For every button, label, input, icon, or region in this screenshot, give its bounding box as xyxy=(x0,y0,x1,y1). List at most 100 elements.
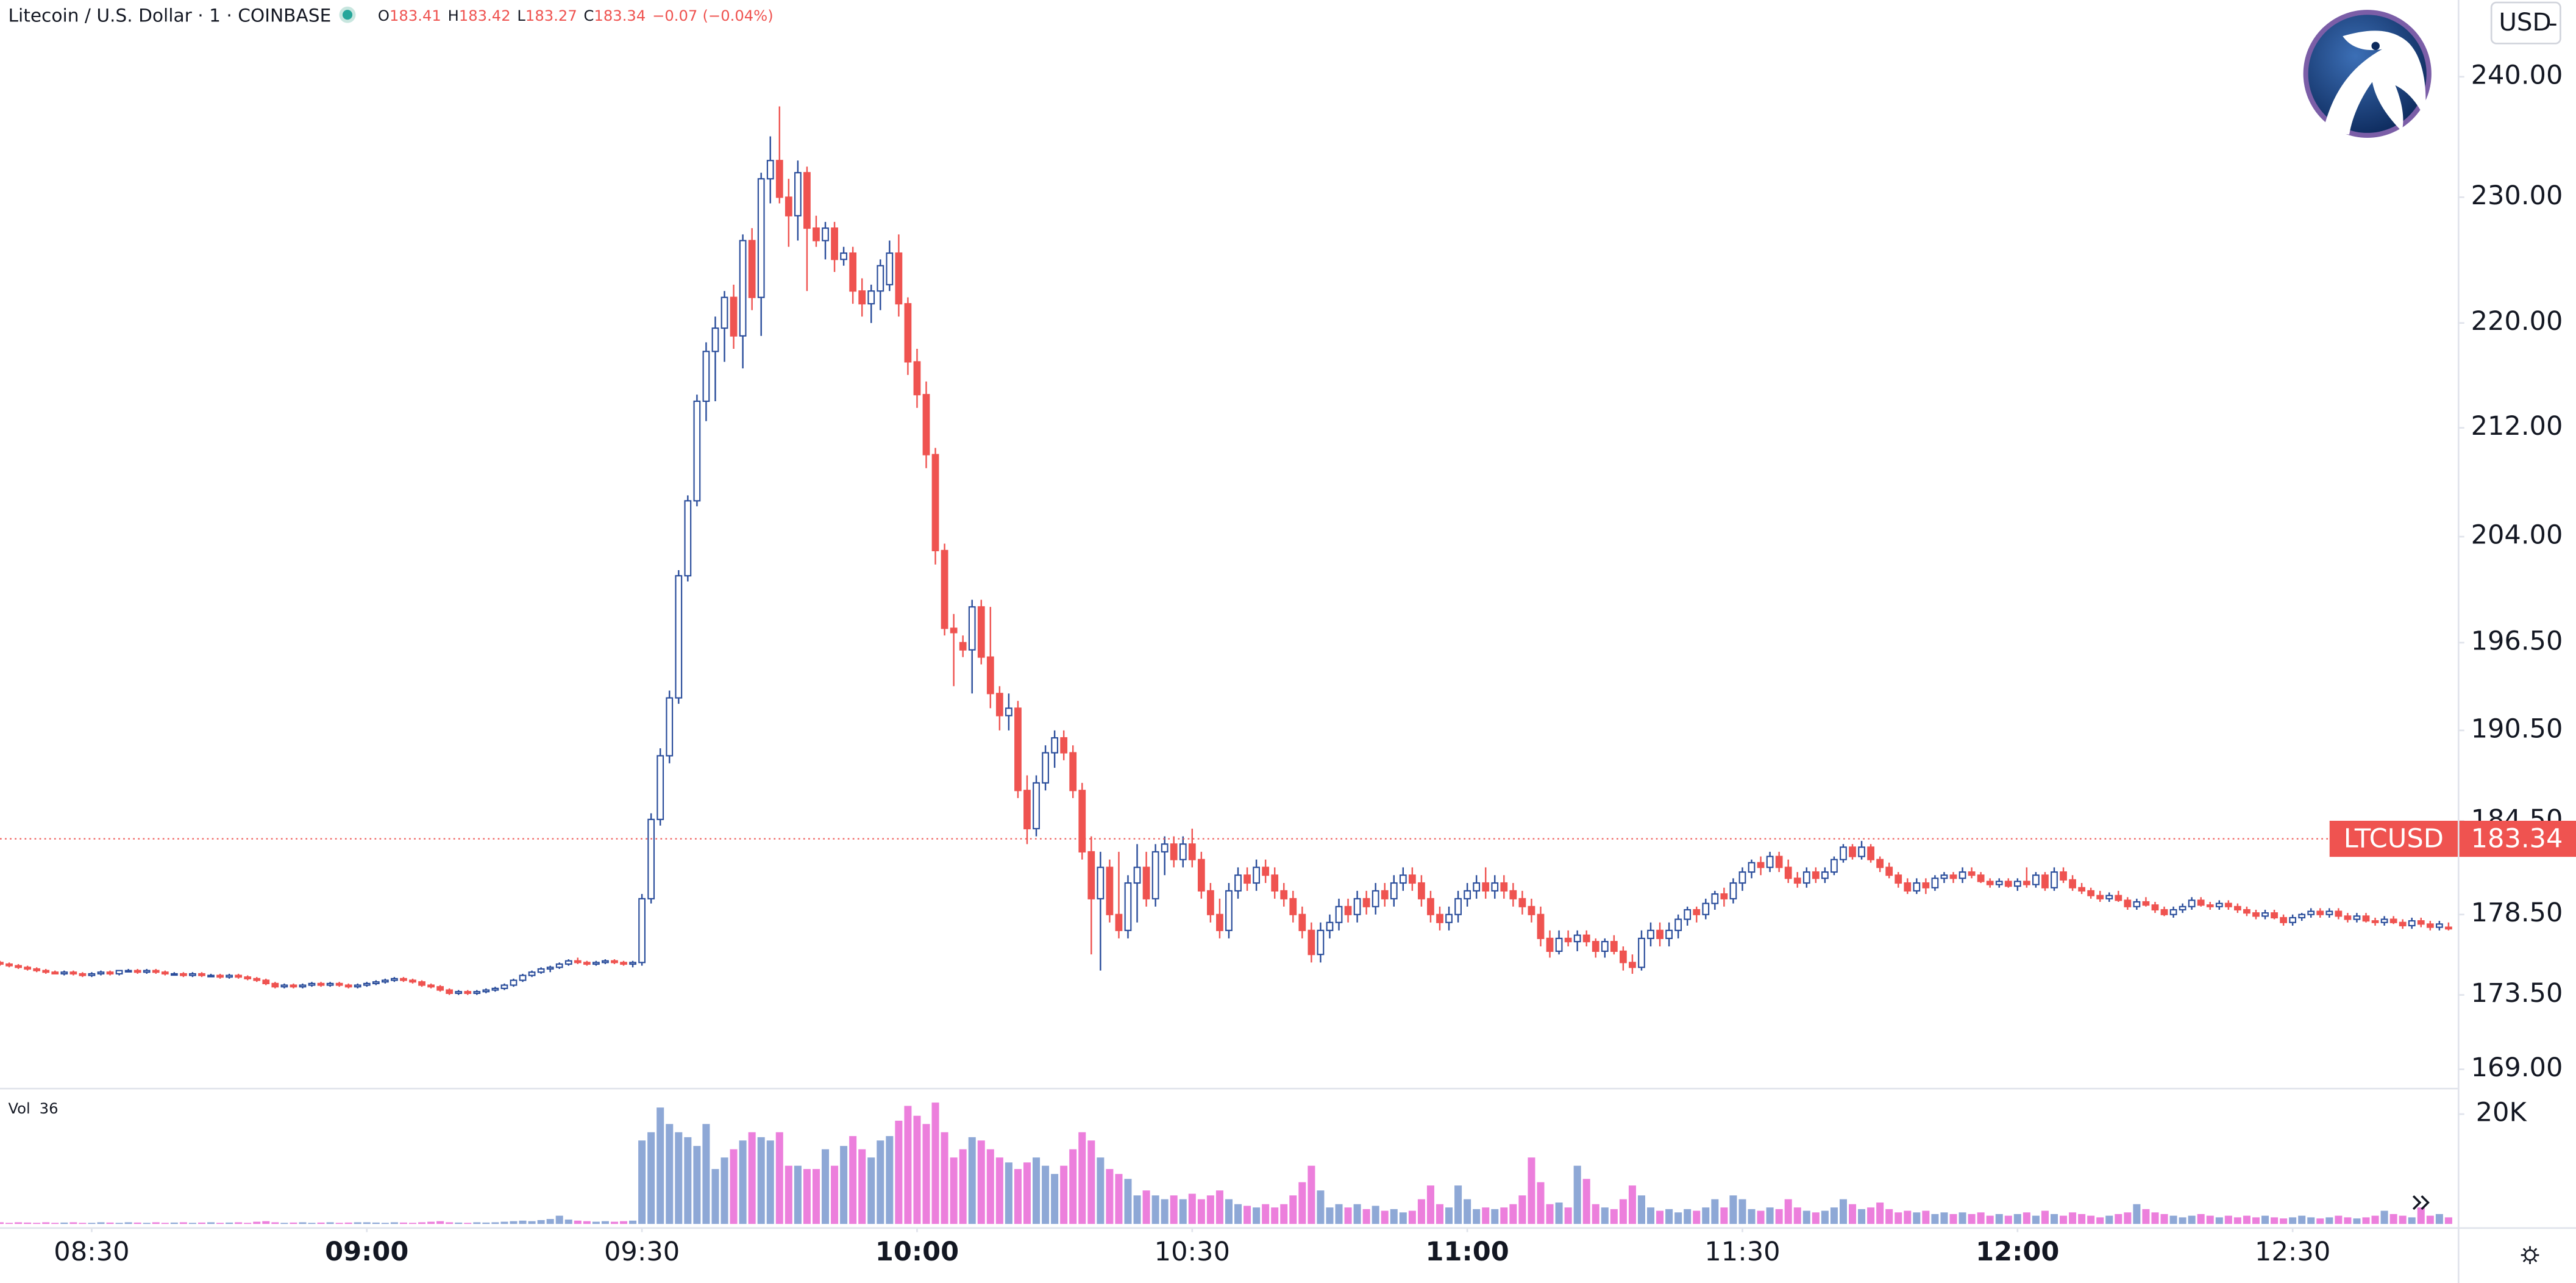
candle-body xyxy=(326,982,334,986)
candle-body xyxy=(51,971,59,975)
volume-bar xyxy=(2004,1215,2012,1224)
volume-bar xyxy=(1170,1195,1178,1224)
settings-button[interactable] xyxy=(2521,1246,2539,1265)
volume-bar xyxy=(748,1132,756,1224)
volume-tick-label: 20K xyxy=(2476,1098,2528,1128)
candle-body xyxy=(950,627,958,634)
candle-body xyxy=(2004,881,2012,887)
candle-body xyxy=(2243,909,2250,914)
volume-bar xyxy=(1766,1207,1774,1224)
candle-body xyxy=(1317,929,1325,956)
volume-bar xyxy=(1161,1199,1169,1224)
candle-body xyxy=(757,178,765,298)
candle-body xyxy=(877,265,884,292)
volume-bar xyxy=(931,1103,939,1224)
volume-bar xyxy=(24,1222,32,1224)
volume-bar xyxy=(666,1124,674,1224)
volume-bar xyxy=(2179,1217,2186,1224)
currency-label[interactable]: USD xyxy=(2499,8,2551,37)
volume-bar xyxy=(1179,1199,1187,1224)
volume-bar xyxy=(620,1221,628,1224)
scroll-button[interactable] xyxy=(2412,1195,2430,1210)
volume-bar xyxy=(867,1157,875,1224)
candle-body xyxy=(1858,846,1865,857)
volume-bar xyxy=(2280,1218,2288,1224)
candle-body xyxy=(317,982,325,986)
currency-button[interactable]: USD xyxy=(2490,1,2561,45)
volume-bar xyxy=(436,1221,444,1224)
volume-bar xyxy=(2344,1217,2352,1224)
candle-body xyxy=(739,240,747,337)
candle-body xyxy=(602,960,609,963)
volume-bar xyxy=(1582,1179,1590,1224)
candle-body xyxy=(482,989,490,993)
volume-bar xyxy=(1619,1199,1627,1224)
y-tick-label: 190.50 xyxy=(2471,713,2563,744)
candle-body xyxy=(2316,910,2324,915)
candle-body xyxy=(161,971,169,975)
volume-bar xyxy=(1720,1207,1728,1224)
candle-body xyxy=(1959,871,1966,879)
volume-bar xyxy=(1317,1190,1325,1224)
scroll-chevrons[interactable] xyxy=(2412,1195,2430,1210)
candle-body xyxy=(840,252,847,260)
x-tick-label: 12:00 xyxy=(1976,1237,2059,1267)
volume-bar xyxy=(2023,1212,2030,1224)
candle-body xyxy=(1720,893,1728,899)
candle-body xyxy=(400,977,407,981)
volume-bar xyxy=(372,1222,380,1224)
volume-bar xyxy=(1197,1199,1205,1224)
candle-body xyxy=(97,971,105,975)
volume-bar xyxy=(2417,1207,2425,1224)
candle-body xyxy=(1555,937,1563,952)
candle-body xyxy=(2069,879,2076,888)
candle-body xyxy=(24,967,32,970)
volume-bar xyxy=(1225,1199,1233,1224)
legend-key: L xyxy=(517,7,525,24)
volume-bar xyxy=(766,1140,774,1224)
candle-body xyxy=(1106,867,1114,915)
volume-bar xyxy=(1362,1209,1370,1224)
volume-bar xyxy=(1426,1185,1434,1224)
candle-body xyxy=(1151,851,1159,899)
candle-body xyxy=(2179,906,2186,911)
candle-body xyxy=(1729,882,1737,899)
candle-body xyxy=(1427,898,1434,915)
candle-body xyxy=(1748,862,1756,873)
currency-button-frame[interactable] xyxy=(2490,1,2561,45)
volume-bar xyxy=(803,1169,811,1224)
volume-bar xyxy=(1417,1199,1425,1224)
candle-body xyxy=(455,991,463,994)
candle-body xyxy=(1179,843,1187,860)
x-tick-label: 10:30 xyxy=(1155,1237,1230,1267)
candle-body xyxy=(1033,782,1040,829)
candle-body xyxy=(253,977,261,981)
legend-key: H xyxy=(448,7,459,24)
candle-body xyxy=(1619,950,1627,963)
volume-bar xyxy=(2115,1213,2122,1224)
volume-bar xyxy=(2380,1210,2388,1224)
candle-body xyxy=(2188,899,2196,907)
volume-bar xyxy=(1298,1182,1306,1224)
volume-bar xyxy=(1518,1195,1526,1224)
candle-body xyxy=(5,963,13,967)
candle-body xyxy=(1262,867,1270,876)
volume-bar xyxy=(1528,1157,1535,1224)
volume-bar xyxy=(1042,1165,1050,1224)
volume-bar xyxy=(812,1169,820,1224)
settings-rays[interactable] xyxy=(2521,1246,2539,1265)
volume-bar xyxy=(959,1149,967,1224)
candle-body xyxy=(308,982,316,986)
legend-value: 183.41 xyxy=(390,7,441,24)
candle-body xyxy=(271,982,279,988)
candle-body xyxy=(2169,909,2177,915)
settings-icon[interactable] xyxy=(2524,1249,2536,1261)
candle-body xyxy=(1949,874,1957,879)
volume-bar xyxy=(1949,1213,1957,1224)
candle-body xyxy=(666,697,674,757)
candle-body xyxy=(1353,898,1361,915)
volume-bar xyxy=(446,1222,454,1224)
logo-eagle xyxy=(2322,30,2426,135)
candle-body xyxy=(2353,915,2361,920)
candle-body xyxy=(1592,941,1599,952)
